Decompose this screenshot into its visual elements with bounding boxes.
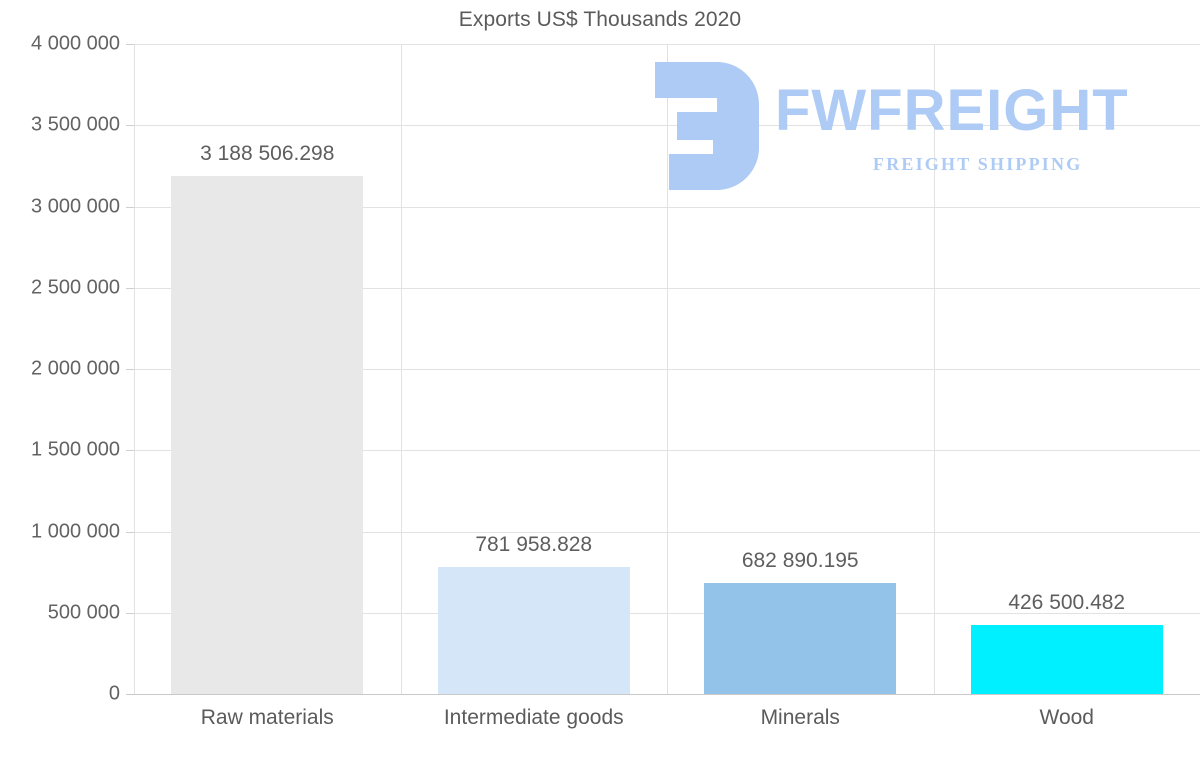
chart-title: Exports US$ Thousands 2020: [458, 8, 742, 31]
bar[interactable]: [970, 624, 1163, 694]
bar[interactable]: [704, 583, 897, 694]
y-axis-tick-mark: [126, 206, 134, 208]
plot-area: [126, 44, 1200, 695]
bar[interactable]: [171, 175, 364, 694]
gridline-vertical: [401, 44, 402, 694]
x-axis-category-label: Intermediate goods: [443, 706, 624, 729]
y-axis-tick-label: 0: [108, 682, 120, 705]
y-axis-tick-label: 2 000 000: [31, 357, 120, 380]
gridline-vertical: [934, 44, 935, 694]
y-axis-tick-mark: [126, 450, 134, 452]
y-axis-tick-label: 1 000 000: [31, 520, 120, 542]
x-axis-category-label: Wood: [1039, 706, 1094, 729]
y-axis-tick-label: 3 000 000: [31, 195, 120, 217]
y-axis: 0 500 000 1 000 000 1 500 000 2 000 000 2 500…: [0, 33, 1200, 705]
y-axis-tick-mark: [126, 287, 134, 289]
y-axis-tick-mark: [126, 612, 134, 614]
bar-value-label: 682 890.195: [741, 549, 859, 573]
gridline-vertical: [667, 44, 668, 694]
y-axis-tick-mark: [126, 369, 134, 370]
bar-value-label: 426 500.482: [1008, 590, 1126, 614]
x-axis-category-label: Minerals: [760, 706, 840, 729]
y-axis-tick-label: 2 500 000: [31, 276, 120, 299]
bar-value-label: 3 188 506.298: [200, 141, 335, 165]
bar-value-label: 781 958.828: [475, 532, 593, 556]
y-axis-tick-label: 4 000 000: [31, 32, 120, 55]
x-axis-category-label: Raw materials: [200, 706, 334, 729]
y-axis-tick-label: 500 000: [47, 601, 120, 624]
y-axis-tick-label: 3 500 000: [31, 113, 120, 136]
bar[interactable]: [437, 566, 630, 694]
x-axis-line: [126, 694, 1200, 695]
y-axis-tick-mark: [126, 44, 134, 45]
y-axis-tick-mark: [126, 531, 134, 533]
y-axis-tick-mark: [126, 125, 134, 127]
y-axis-tick-label: 1 500 000: [31, 438, 120, 461]
